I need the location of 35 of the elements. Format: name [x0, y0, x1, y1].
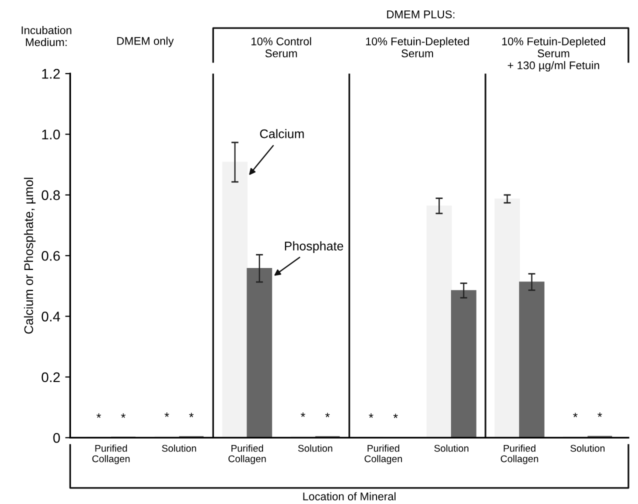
text: Calcium: [260, 129, 304, 138]
series-label: Phosphate: [284, 241, 344, 253]
x-tick-label: Solution: [298, 444, 332, 452]
x-tick-label: Solution: [162, 444, 196, 452]
text: 10% Fetuin-Depleted Serum + 130 µg/ml Fetuin: [502, 37, 606, 72]
x-axis-title: Location of Mineral: [303, 492, 396, 500]
data-label: *: [121, 413, 126, 418]
text: DMEM only: [117, 36, 174, 48]
y-axis-title: Calcium or Phosphate, µmol: [24, 178, 36, 334]
x-tick-label: Purified Collagen: [364, 444, 402, 464]
y-tick-label: 1.0: [42, 130, 60, 140]
y-tick-label: 0.4: [42, 312, 60, 322]
text: DMEM PLUS:: [387, 10, 454, 18]
data-label: *: [164, 412, 170, 417]
y-tick-label: 1.2: [42, 68, 60, 79]
x-tick-label: Solution: [434, 444, 468, 452]
data-label: *: [96, 413, 102, 418]
y-tick-label: 0.6: [42, 250, 60, 261]
data-label: *: [325, 412, 330, 418]
x-tick-label: Solution: [570, 444, 605, 452]
y-tick-label: 0.2: [42, 372, 60, 382]
data-label: *: [189, 412, 194, 418]
data-label: *: [300, 412, 306, 417]
y-tick-label: 0.8: [42, 190, 60, 200]
data-label: *: [598, 412, 602, 417]
x-tick-label: Purified Collagen: [500, 444, 538, 464]
y-tick-label: 0: [53, 433, 60, 443]
data-label: *: [393, 414, 398, 418]
x-tick-label: Purified Collagen: [92, 444, 130, 464]
data-label: *: [368, 413, 374, 418]
text: 10% Control Serum: [252, 37, 312, 58]
data-label: *: [573, 412, 578, 418]
text: 10% Fetuin-Depleted Serum: [366, 37, 469, 58]
text: Incubation Medium:: [22, 26, 72, 46]
x-tick-label: Purified Collagen: [228, 444, 266, 464]
